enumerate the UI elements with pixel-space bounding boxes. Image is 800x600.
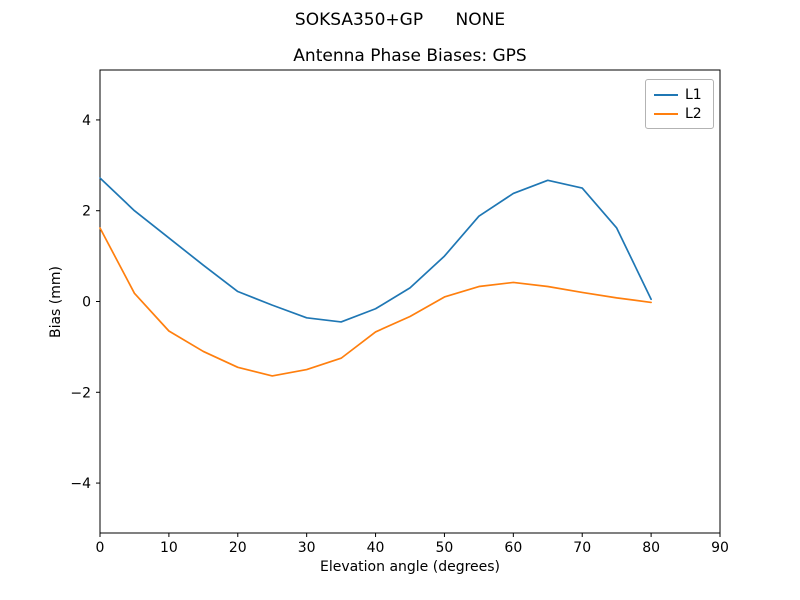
legend: L1 L2 bbox=[645, 79, 714, 129]
x-axis-label: Elevation angle (degrees) bbox=[319, 559, 501, 575]
x-tick-label: 50 bbox=[436, 540, 454, 556]
y-tick-label: 4 bbox=[82, 113, 91, 129]
x-tick-label: 80 bbox=[642, 540, 660, 556]
y-tick-label: 0 bbox=[82, 295, 91, 311]
x-tick-label: 10 bbox=[160, 540, 178, 556]
legend-entry-l2: L2 bbox=[654, 105, 705, 123]
y-tick-label: 2 bbox=[82, 204, 91, 220]
legend-entry-l1: L1 bbox=[654, 86, 705, 104]
x-tick-label: 60 bbox=[504, 540, 522, 556]
legend-label-l2: L2 bbox=[685, 106, 702, 122]
axes-title: Antenna Phase Biases: GPS bbox=[293, 46, 527, 66]
x-tick-label: 20 bbox=[229, 540, 247, 556]
y-axis-label: Bias (mm) bbox=[48, 265, 64, 339]
axes-frame bbox=[99, 69, 721, 534]
x-tick-label: 30 bbox=[298, 540, 316, 556]
series-line-l1 bbox=[99, 177, 652, 323]
y-tick-label: −2 bbox=[70, 385, 91, 401]
legend-line-swatch-l1 bbox=[654, 94, 678, 96]
x-tick-label: 0 bbox=[96, 540, 105, 556]
series-line-l2 bbox=[99, 227, 652, 377]
legend-label-l1: L1 bbox=[685, 87, 702, 103]
figure-suptitle: SOKSA350+GP NONE bbox=[294, 10, 506, 30]
x-tick-label: 70 bbox=[573, 540, 591, 556]
y-tick-label: −4 bbox=[70, 476, 91, 492]
x-tick-label: 90 bbox=[711, 540, 729, 556]
legend-line-swatch-l2 bbox=[654, 113, 678, 115]
x-tick-label: 40 bbox=[367, 540, 385, 556]
